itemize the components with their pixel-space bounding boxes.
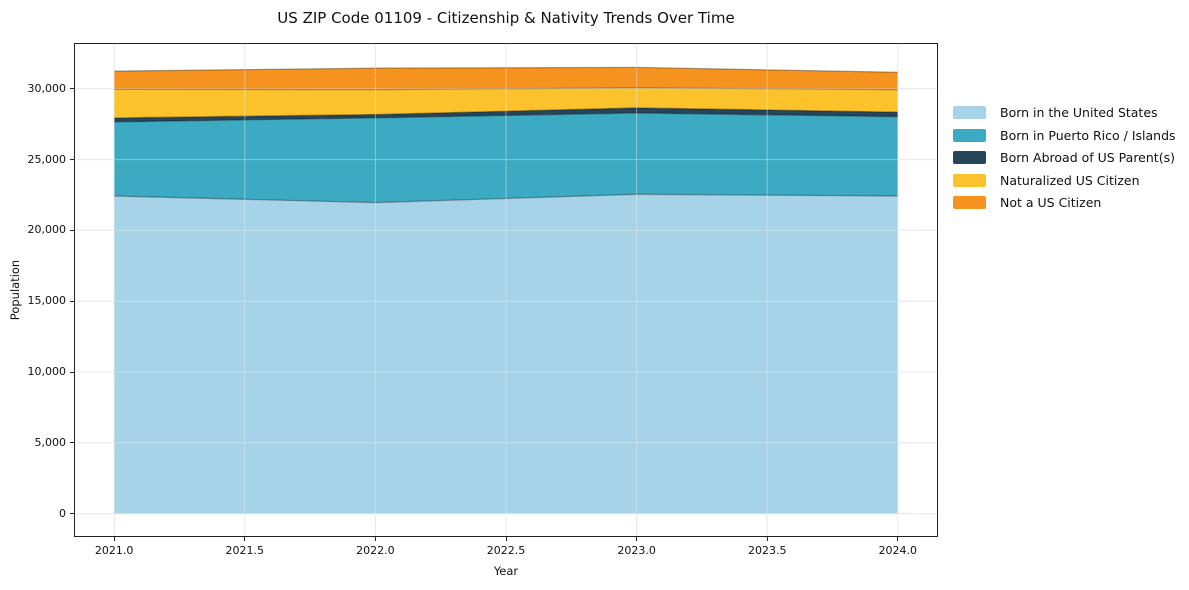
legend-swatch-born-us: [953, 106, 986, 119]
x-tick-label: 2021.0: [94, 544, 134, 557]
y-tick-label: 5,000: [34, 435, 67, 449]
legend-label: Naturalized US Citizen: [1000, 172, 1140, 188]
legend-item: Born Abroad of US Parent(s): [953, 150, 1176, 165]
x-tick-label: 2022.0: [356, 544, 395, 557]
stacked-area-chart: [75, 44, 937, 536]
y-axis-label: Population: [8, 259, 22, 321]
legend-label: Born in the United States: [1000, 105, 1158, 120]
plot-area: [74, 43, 938, 537]
legend-item: Born in the United States: [953, 105, 1176, 120]
legend-label: Born Abroad of US Parent(s): [1000, 150, 1175, 165]
x-axis-label: Year: [493, 564, 519, 578]
legend-swatch-not-citizen: [953, 196, 986, 209]
y-tick-label: 0: [59, 506, 66, 520]
y-tick-label: 30,000: [27, 81, 67, 95]
x-tick-mark: [244, 537, 246, 541]
x-tick-mark: [766, 537, 768, 541]
legend-label: Not a US Citizen: [1000, 195, 1102, 210]
y-tick-mark: [70, 229, 74, 231]
x-tick-mark: [897, 537, 899, 541]
y-tick-label: 15,000: [27, 294, 67, 308]
y-tick-mark: [70, 300, 74, 302]
x-tick-label: 2022.5: [486, 544, 526, 557]
legend-swatch-puerto-rico: [953, 128, 986, 142]
x-tick-label: 2024.0: [878, 544, 918, 557]
area-series-0: [114, 194, 898, 514]
legend-item: Born in Puerto Rico / Islands: [953, 127, 1176, 143]
x-tick-label: 2023.5: [747, 544, 787, 557]
legend-item: Not a US Citizen: [953, 195, 1176, 210]
y-tick-mark: [70, 513, 74, 515]
y-tick-label: 20,000: [27, 223, 67, 237]
legend-swatch-born-abroad: [953, 151, 986, 164]
y-tick-mark: [70, 159, 74, 161]
legend-swatch-naturalized: [953, 173, 986, 187]
area-series-3: [114, 88, 898, 118]
chart-title: US ZIP Code 01109 - Citizenship & Nativi…: [277, 9, 735, 27]
x-tick-mark: [636, 537, 638, 541]
x-tick-mark: [505, 537, 507, 541]
y-tick-mark: [70, 442, 74, 444]
y-tick-label: 10,000: [27, 365, 67, 378]
x-tick-label: 2021.5: [225, 544, 265, 557]
x-tick-label: 2023.0: [617, 544, 656, 557]
y-tick-mark: [70, 88, 74, 90]
y-tick-label: 25,000: [27, 152, 67, 166]
area-series-4: [114, 67, 898, 90]
legend-item: Naturalized US Citizen: [953, 172, 1176, 188]
legend: Born in the United States Born in Puerto…: [953, 105, 1176, 210]
legend-label: Born in Puerto Rico / Islands: [1000, 127, 1176, 143]
area-series-1: [114, 113, 898, 203]
x-tick-mark: [374, 537, 376, 541]
area-series-2: [114, 107, 898, 122]
x-tick-mark: [113, 537, 115, 541]
y-tick-mark: [70, 371, 74, 373]
